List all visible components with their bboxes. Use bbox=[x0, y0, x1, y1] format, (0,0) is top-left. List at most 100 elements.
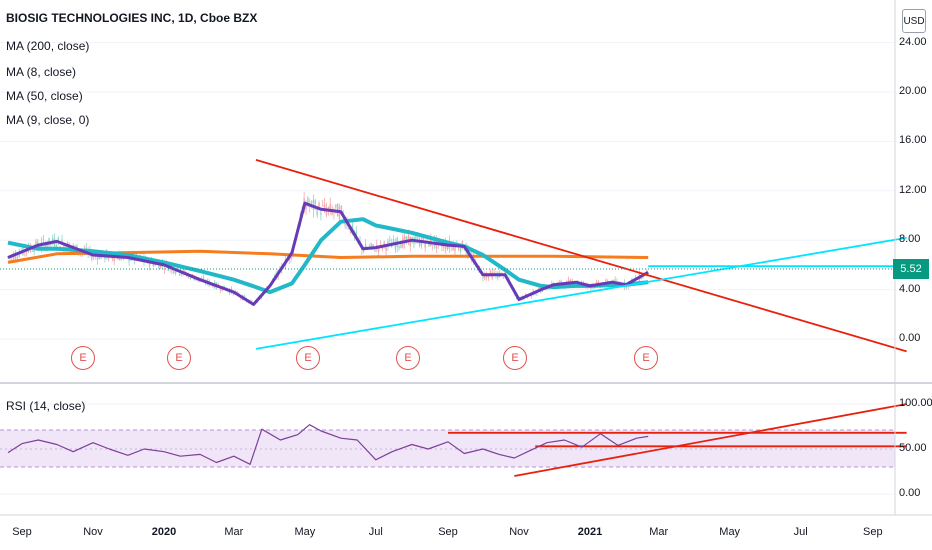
rsi-lines bbox=[7, 424, 649, 465]
price-trendline bbox=[255, 236, 907, 350]
candle-body bbox=[431, 245, 434, 247]
legend-ma-50[interactable]: MA (50, close) bbox=[6, 89, 83, 103]
trendlines[interactable] bbox=[255, 159, 907, 477]
candle-body bbox=[404, 236, 406, 244]
candle-body bbox=[446, 246, 449, 250]
earnings-marker[interactable]: E bbox=[296, 346, 320, 370]
candle-body bbox=[307, 197, 309, 206]
time-tick-label: 2020 bbox=[151, 526, 177, 538]
candle-body bbox=[482, 277, 484, 279]
candle-body bbox=[325, 208, 328, 215]
candle-body bbox=[173, 271, 175, 274]
candle-body bbox=[148, 263, 151, 267]
candle-body bbox=[158, 263, 160, 269]
candle-body bbox=[320, 212, 322, 215]
candle-body bbox=[385, 247, 387, 251]
candle-body bbox=[348, 228, 350, 230]
candle-body bbox=[387, 241, 389, 246]
price-tick-label: 16.00 bbox=[899, 134, 927, 147]
candle-body bbox=[178, 274, 181, 275]
candle-body bbox=[398, 246, 400, 248]
time-tick-label: Nov bbox=[509, 526, 529, 538]
earnings-marker[interactable]: E bbox=[167, 346, 191, 370]
candle-body bbox=[394, 242, 397, 250]
earnings-marker[interactable]: E bbox=[503, 346, 527, 370]
candle-body bbox=[566, 280, 568, 282]
legend-ma-9[interactable]: MA (9, close, 0) bbox=[6, 113, 90, 127]
candle-body bbox=[96, 256, 99, 260]
candle-body bbox=[377, 247, 380, 252]
earnings-marker[interactable]: E bbox=[634, 346, 658, 370]
candle-body bbox=[597, 281, 600, 284]
candle-body bbox=[364, 244, 367, 249]
candle-body bbox=[344, 221, 346, 226]
candle-body bbox=[323, 204, 326, 210]
candle-body bbox=[422, 237, 425, 243]
candle-body bbox=[489, 271, 492, 274]
candle-body bbox=[184, 270, 186, 273]
candle-body bbox=[538, 287, 540, 290]
time-tick-label: Sep bbox=[438, 526, 458, 538]
candle-body bbox=[381, 246, 384, 250]
candle-body bbox=[547, 288, 549, 290]
candle-body bbox=[417, 237, 419, 239]
current-price-badge: 5.52 bbox=[893, 259, 929, 279]
symbol-title[interactable]: BIOSIG TECHNOLOGIES INC, 1D, Cboe BZX bbox=[6, 11, 258, 25]
candle-body bbox=[476, 269, 479, 271]
candle-body bbox=[25, 251, 28, 253]
candle-body bbox=[523, 298, 525, 300]
candle-body bbox=[219, 289, 222, 291]
time-tick-label: 2021 bbox=[577, 526, 603, 538]
earnings-marker[interactable]: E bbox=[396, 346, 420, 370]
candle-body bbox=[180, 273, 182, 276]
candle-body bbox=[55, 245, 58, 248]
time-tick-label: Sep bbox=[12, 526, 32, 538]
candle-body bbox=[536, 292, 538, 294]
candle-body bbox=[174, 271, 177, 274]
candle-body bbox=[327, 207, 330, 210]
currency-button[interactable]: USD bbox=[902, 9, 926, 33]
legend-ma-200[interactable]: MA (200, close) bbox=[6, 39, 90, 53]
time-tick-label: Mar bbox=[649, 526, 669, 538]
candle-body bbox=[243, 296, 246, 298]
candle-body bbox=[236, 291, 238, 293]
grid-lines bbox=[0, 42, 895, 495]
candle-body bbox=[502, 276, 505, 278]
candle-body bbox=[379, 242, 382, 244]
candle-body bbox=[202, 277, 205, 279]
candle-body bbox=[329, 203, 331, 212]
candle-body bbox=[363, 250, 365, 252]
legend-rsi[interactable]: RSI (14, close) bbox=[6, 399, 86, 413]
candle-body bbox=[504, 271, 506, 275]
candle-body bbox=[405, 237, 408, 241]
candle-body bbox=[113, 258, 115, 262]
rsi-tick-label: 50.00 bbox=[899, 442, 927, 454]
time-tick-label: Jul bbox=[368, 526, 383, 538]
candle-body bbox=[117, 257, 119, 260]
candle-body bbox=[57, 237, 60, 241]
candle-body bbox=[61, 239, 63, 243]
candle-body bbox=[282, 267, 285, 269]
candle-body bbox=[389, 240, 391, 242]
time-tick-label: May bbox=[294, 526, 316, 538]
candle-body bbox=[167, 268, 169, 271]
candle-body bbox=[314, 200, 317, 205]
candle-body bbox=[44, 243, 46, 250]
candle-body bbox=[545, 289, 547, 291]
candle-body bbox=[310, 200, 313, 203]
rsi-line bbox=[7, 424, 649, 465]
candle-body bbox=[279, 266, 281, 268]
time-tick-label: Sep bbox=[863, 526, 883, 538]
candle-body bbox=[370, 243, 372, 247]
earnings-marker[interactable]: E bbox=[71, 346, 95, 370]
price-tick-label: 24.00 bbox=[899, 35, 927, 48]
time-tick-label: Mar bbox=[224, 526, 244, 538]
legend-ma-8[interactable]: MA (8, close) bbox=[6, 65, 77, 79]
candle-body bbox=[46, 244, 48, 247]
price-trendline bbox=[255, 159, 907, 353]
time-tick-label: Nov bbox=[83, 526, 103, 538]
candle-body bbox=[18, 253, 20, 257]
candle-body bbox=[305, 204, 307, 210]
candle-body bbox=[374, 250, 376, 252]
